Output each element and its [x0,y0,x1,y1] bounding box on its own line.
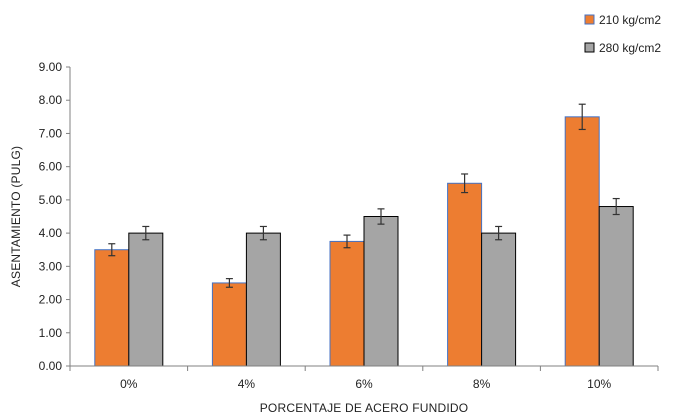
y-tick-label: 6.00 [39,160,63,174]
bar-series-2 [481,232,517,367]
bar-series-2 [363,216,399,367]
bar-series-2 [128,232,164,367]
y-tick-label: 2.00 [39,293,63,307]
y-tick-label: 0.00 [39,359,63,373]
bar-series-2 [598,206,634,367]
legend: 210 kg/cm2 280 kg/cm2 [584,13,661,55]
y-tick-label: 7.00 [39,126,63,140]
y-axis-title: ASENTAMIENTO (PULG) [9,146,23,287]
bar-series-1 [211,282,247,367]
y-tick-label: 1.00 [39,326,63,340]
y-axis-ticks: 0.00 1.00 2.00 3.00 4.00 5.00 6.00 7.00 8.00 9.00 [39,60,70,373]
y-tick-label: 5.00 [39,193,63,207]
legend-swatch [584,42,595,53]
legend-label: 210 kg/cm2 [599,13,661,27]
y-tick-label: 3.00 [39,259,63,273]
x-tick-label: 6% [355,377,373,391]
bar-series-1 [564,116,600,367]
bar-series-1 [329,240,365,367]
legend-swatch [584,14,595,25]
bar-series-1 [94,249,130,367]
y-tick-label: 8.00 [39,93,63,107]
axes-group [69,67,658,367]
error-bars-group [108,103,620,288]
x-tick-label: 4% [238,377,256,391]
y-tick-label: 9.00 [39,60,63,74]
x-axis-title: PORCENTAJE DE ACERO FUNDIDO [260,401,469,415]
legend-label: 280 kg/cm2 [599,41,661,55]
bars-group [94,116,634,367]
x-axis-ticks: 0% 4% 6% 8% 10% [69,366,659,391]
x-tick-label: 0% [120,377,138,391]
x-tick-label: 8% [473,377,491,391]
bar-series-1 [447,182,483,367]
x-tick-label: 10% [587,377,611,391]
bar-series-2 [245,232,281,367]
y-tick-label: 4.00 [39,226,63,240]
